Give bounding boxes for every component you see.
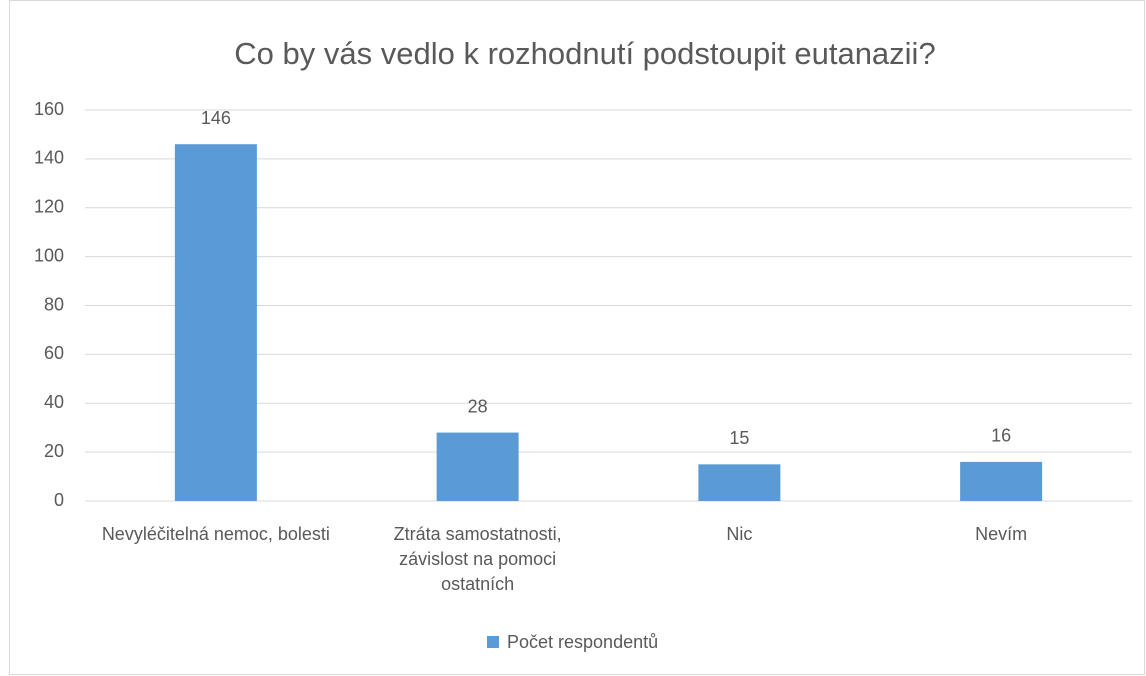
y-tick-label: 20 [44,441,64,461]
bar [174,144,257,501]
x-tick-label: Nevím [975,524,1028,544]
data-label: 16 [991,426,1011,446]
x-tick-label: Ztráta samostatnosti, závislost na pomoc… [393,524,562,594]
y-tick-label: 0 [54,490,64,510]
bar [960,461,1043,501]
x-tick-label: Nic [726,524,753,544]
bar [698,464,781,501]
x-tick-label: Nevyléčitelná nemoc, bolesti [101,524,330,544]
y-tick-label: 160 [34,99,64,119]
y-tick-label: 120 [34,197,64,217]
data-label: 15 [729,428,749,448]
bar [436,432,519,501]
y-tick-label: 100 [34,245,64,265]
data-label: 28 [468,396,488,416]
y-tick-label: 80 [44,294,64,314]
chart-title: Co by vás vedlo k rozhodnutí podstoupit … [234,36,935,71]
legend-swatch [487,636,499,648]
data-label: 146 [201,108,231,128]
legend-label: Počet respondentů [507,632,658,652]
y-tick-label: 40 [44,392,64,412]
y-tick-label: 140 [34,148,64,168]
y-tick-label: 60 [44,343,64,363]
